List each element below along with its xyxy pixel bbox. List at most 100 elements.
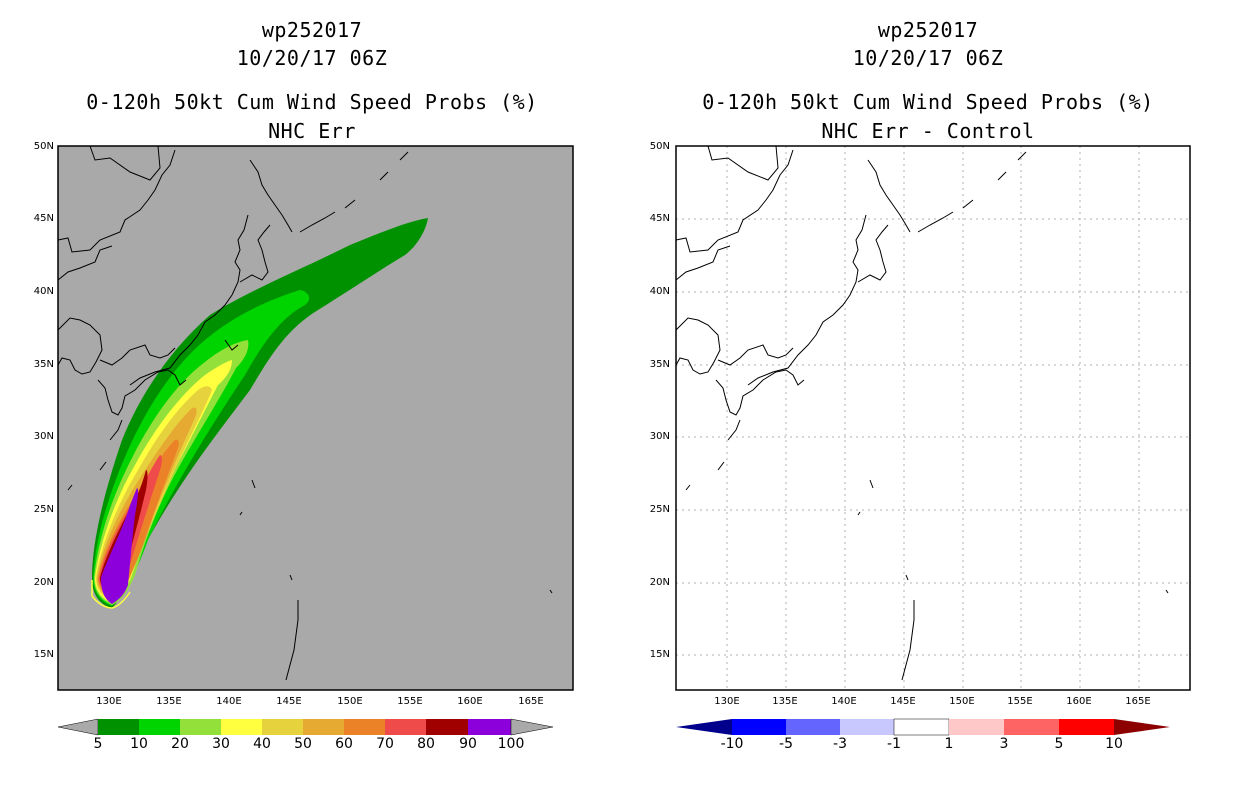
left-lat-label-50: 50N	[33, 141, 54, 152]
left-lat-label-30: 30N	[33, 431, 54, 442]
right-colorbar-seg-6	[1004, 719, 1059, 735]
left-colorbar-seg-6	[344, 719, 385, 735]
right-lon-label-130: 130E	[714, 696, 740, 707]
right-cb-label-5: 5	[1054, 736, 1064, 752]
left-lon-label-160: 160E	[457, 696, 483, 707]
left-cb-label-50: 50	[294, 736, 312, 752]
right-cb-label-3: 3	[999, 736, 1009, 752]
left-cb-label-5: 5	[93, 736, 103, 752]
band-80-90	[100, 470, 148, 596]
left-lon-label-155: 155E	[397, 696, 423, 707]
left-product-title: 0-120h 50kt Cum Wind Speed Probs (%)	[86, 90, 538, 114]
left-cb-label-30: 30	[212, 736, 230, 752]
left-cb-label-90: 90	[459, 736, 477, 752]
left-colorbar-low-arrow	[57, 718, 99, 736]
right-lat-label-20: 20N	[649, 577, 670, 588]
right-lat-label-25: 25N	[649, 504, 670, 515]
right-gridlines	[676, 146, 1190, 690]
left-lat-label-25: 25N	[33, 504, 54, 515]
left-colorbar-seg-8	[426, 719, 468, 735]
left-map	[57, 145, 574, 691]
right-colorbar-seg-7	[1059, 719, 1114, 735]
right-colorbar-seg-2	[786, 719, 840, 735]
right-lon-label-145: 145E	[890, 696, 916, 707]
band-10-20	[93, 290, 310, 606]
left-datetime: 10/20/17 06Z	[236, 46, 388, 70]
right-colorbar-seg-5	[949, 719, 1004, 735]
left-subtitle: NHC Err	[268, 119, 356, 143]
right-cb-label-neg5: -5	[779, 736, 793, 752]
left-cb-label-40: 40	[253, 736, 271, 752]
left-lon-label-145: 145E	[276, 696, 302, 707]
right-colorbar-seg-3	[840, 719, 894, 735]
band-60-70	[98, 439, 179, 599]
right-cb-label-neg10: -10	[720, 736, 744, 752]
left-colorbar-high-arrow	[510, 718, 554, 736]
left-cb-label-80: 80	[417, 736, 435, 752]
band-5-10	[92, 218, 428, 608]
right-colorbar-high-arrow	[1114, 719, 1170, 735]
right-map	[675, 145, 1191, 691]
right-map-background	[676, 146, 1190, 690]
right-lon-label-160: 160E	[1066, 696, 1092, 707]
left-colorbar-seg-3	[221, 719, 262, 735]
right-lon-label-155: 155E	[1007, 696, 1033, 707]
right-lon-label-135: 135E	[772, 696, 798, 707]
band-70-80	[99, 455, 162, 597]
right-lat-label-40: 40N	[649, 286, 670, 297]
right-storm-id: wp252017	[877, 18, 979, 42]
right-lat-label-30: 30N	[649, 431, 670, 442]
right-lon-label-165: 165E	[1125, 696, 1151, 707]
left-lat-label-45: 45N	[33, 213, 54, 224]
band-50-60	[97, 407, 197, 599]
left-colorbar	[57, 718, 554, 736]
band-100-outline	[91, 580, 131, 609]
band-20-30	[94, 340, 249, 605]
left-storm-id: wp252017	[261, 18, 363, 42]
left-cb-label-100: 100	[497, 736, 525, 752]
right-colorbar-seg-4	[893, 718, 950, 736]
left-lon-label-150: 150E	[337, 696, 363, 707]
left-colorbar-seg-1	[139, 719, 180, 735]
right-product-title: 0-120h 50kt Cum Wind Speed Probs (%)	[702, 90, 1154, 114]
right-lon-label-150: 150E	[949, 696, 975, 707]
left-colorbar-seg-9	[468, 719, 511, 735]
left-colorbar-seg-7	[385, 719, 426, 735]
left-lat-label-35: 35N	[33, 359, 54, 370]
left-lat-label-40: 40N	[33, 286, 54, 297]
right-cb-label-neg3: -3	[833, 736, 847, 752]
left-coastlines	[57, 145, 553, 681]
right-lat-label-15: 15N	[649, 649, 670, 660]
left-colorbar-seg-4	[262, 719, 303, 735]
right-lat-label-35: 35N	[649, 359, 670, 370]
right-coastlines	[675, 145, 1169, 681]
right-cb-label-10: 10	[1105, 736, 1123, 752]
left-cb-label-10: 10	[130, 736, 148, 752]
right-datetime: 10/20/17 06Z	[852, 46, 1004, 70]
left-cb-label-20: 20	[171, 736, 189, 752]
band-30-40	[95, 360, 232, 603]
right-subtitle: NHC Err - Control	[821, 119, 1035, 143]
right-colorbar	[676, 718, 1170, 736]
right-colorbar-seg-1	[732, 719, 786, 735]
right-cb-label-neg1: -1	[887, 736, 901, 752]
left-lon-label-140: 140E	[216, 696, 242, 707]
left-lon-label-135: 135E	[156, 696, 182, 707]
left-colorbar-seg-5	[303, 719, 344, 735]
right-lat-label-45: 45N	[649, 213, 670, 224]
right-lat-label-50: 50N	[649, 141, 670, 152]
left-map-frame	[57, 145, 574, 691]
right-cb-label-1: 1	[944, 736, 954, 752]
band-40-50	[96, 386, 212, 601]
left-lon-label-130: 130E	[96, 696, 122, 707]
left-cb-label-70: 70	[376, 736, 394, 752]
right-colorbar-low-arrow	[676, 719, 732, 735]
left-lat-label-15: 15N	[33, 649, 54, 660]
probability-swath	[91, 218, 428, 609]
left-colorbar-seg-0	[98, 719, 139, 735]
right-lon-label-140: 140E	[831, 696, 857, 707]
left-colorbar-seg-2	[180, 719, 221, 735]
left-lon-label-165: 165E	[518, 696, 544, 707]
left-cb-label-60: 60	[335, 736, 353, 752]
left-map-background	[58, 146, 573, 690]
